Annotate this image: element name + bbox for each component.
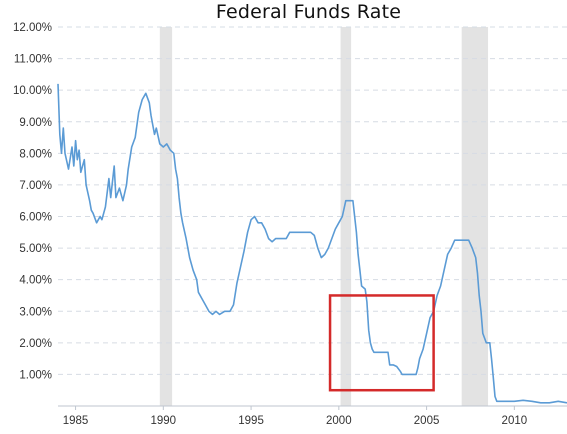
- y-tick-label: 3.00%: [19, 306, 52, 318]
- x-tick-label: 2005: [414, 415, 440, 427]
- x-tick-label: 2010: [502, 415, 528, 427]
- y-tick-label: 2.00%: [19, 338, 52, 350]
- y-tick-label: 8.00%: [19, 148, 52, 160]
- y-tick-label: 9.00%: [19, 117, 52, 129]
- chart-title: Federal Funds Rate: [215, 1, 402, 23]
- recession-band-1: [340, 27, 352, 406]
- x-tick-label: 1985: [63, 415, 89, 427]
- y-tick-label: 7.00%: [19, 180, 52, 192]
- y-tick-label: 11.00%: [14, 54, 52, 66]
- x-tick-label: 1995: [238, 415, 264, 427]
- y-tick-label: 10.00%: [13, 85, 52, 97]
- y-tick-label: 6.00%: [19, 212, 52, 224]
- x-axis-ticks: 1985 1990 1995 2000 2005 2010: [63, 406, 527, 427]
- highlight-box: [328, 294, 435, 392]
- y-tick-label: 4.00%: [19, 275, 52, 287]
- x-tick-label: 2000: [326, 415, 352, 427]
- x-tick-label: 1990: [151, 415, 177, 427]
- y-tick-label: 12.00%: [13, 22, 52, 34]
- y-tick-label: 5.00%: [19, 243, 52, 255]
- y-axis-ticks: 1.00% 2.00% 3.00% 4.00% 5.00% 6.00% 7.00% 8.00%…: [13, 22, 52, 381]
- y-tick-label: 1.00%: [19, 369, 52, 381]
- gridlines: [58, 26, 567, 375]
- series-line-federal-funds-rate: [57, 83, 567, 404]
